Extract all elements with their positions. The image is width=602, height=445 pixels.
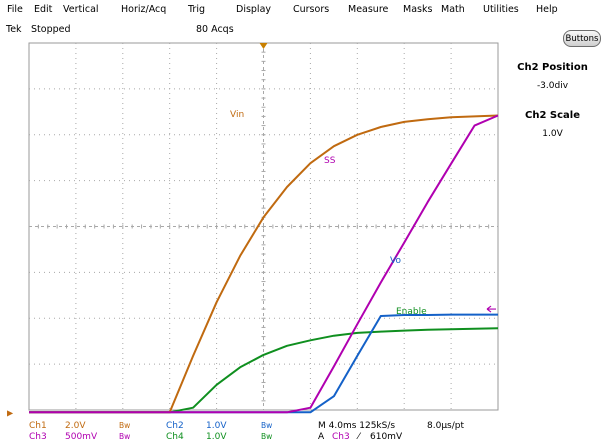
buttons-button[interactable]: Buttons (563, 30, 601, 47)
ch2-scale-value[interactable]: 1.0V (542, 129, 563, 139)
acquisition-state: Stopped (31, 24, 71, 35)
ch2-scale[interactable]: 1.0V (206, 421, 227, 431)
trigger-position-marker[interactable] (259, 43, 268, 49)
menu-bar: File Edit Vertical Horiz/Acq Trig Display Curs… (0, 0, 602, 20)
trace-label-enable: Enable (396, 307, 427, 317)
menu-help[interactable]: Help (536, 4, 558, 15)
trace-ss[interactable] (29, 114, 499, 414)
menu-measure[interactable]: Measure (348, 4, 389, 15)
ch1-label: Ch1 (29, 421, 47, 431)
menu-horiz-acq[interactable]: Horiz/Acq (121, 4, 167, 15)
ch3-bw: Bw (119, 432, 131, 441)
ch3-label: Ch3 (29, 432, 47, 442)
tek-brand: Tek (6, 24, 22, 35)
ch4-bw: Bw (261, 432, 273, 441)
menu-vertical[interactable]: Vertical (63, 4, 99, 15)
menu-cursors[interactable]: Cursors (293, 4, 330, 15)
ch2-position-value[interactable]: -3.0div (536, 81, 569, 91)
trigger-prefix: A (318, 432, 325, 442)
status-row: Tek Stopped 80 Acqs (0, 23, 602, 39)
ch3-scale[interactable]: 500mV (65, 432, 98, 442)
trace-label-vo: Vo (390, 256, 401, 266)
trigger-slope-icon: ⁄ (358, 432, 360, 442)
channel-readout: Ch1 2.0V Bw Ch2 1.0V Bw M 4.0ms 125kS/s … (0, 418, 602, 445)
menu-masks[interactable]: Masks (403, 4, 433, 15)
trigger-channel[interactable]: Ch3 (332, 432, 350, 442)
ch2-label: Ch2 (166, 421, 184, 431)
ground-level-marker[interactable]: ▶ (7, 408, 14, 417)
menu-utilities[interactable]: Utilities (483, 4, 519, 15)
menu-file[interactable]: File (7, 4, 23, 15)
ch4-scale[interactable]: 1.0V (206, 432, 227, 442)
trace-label-vin: Vin (230, 110, 244, 120)
timebase[interactable]: M 4.0ms 125kS/s (318, 421, 396, 431)
trigger-level[interactable]: 610mV (370, 432, 403, 442)
ch2-position-title: Ch2 Position (517, 62, 588, 73)
ch1-bw: Bw (119, 421, 131, 430)
menu-display[interactable]: Display (236, 4, 272, 15)
ch1-scale[interactable]: 2.0V (65, 421, 86, 431)
sample-interval: 8.0µs/pt (427, 421, 465, 431)
ch4-label: Ch4 (166, 432, 184, 442)
trigger-level-marker[interactable] (486, 305, 496, 313)
acquisition-count: 80 Acqs (196, 24, 234, 35)
trace-label-ss: SS (324, 156, 336, 166)
menu-math[interactable]: Math (441, 4, 465, 15)
ch2-scale-title: Ch2 Scale (525, 110, 580, 121)
menu-edit[interactable]: Edit (34, 4, 53, 15)
ch2-bw: Bw (261, 421, 273, 430)
menu-trig[interactable]: Trig (188, 4, 205, 15)
